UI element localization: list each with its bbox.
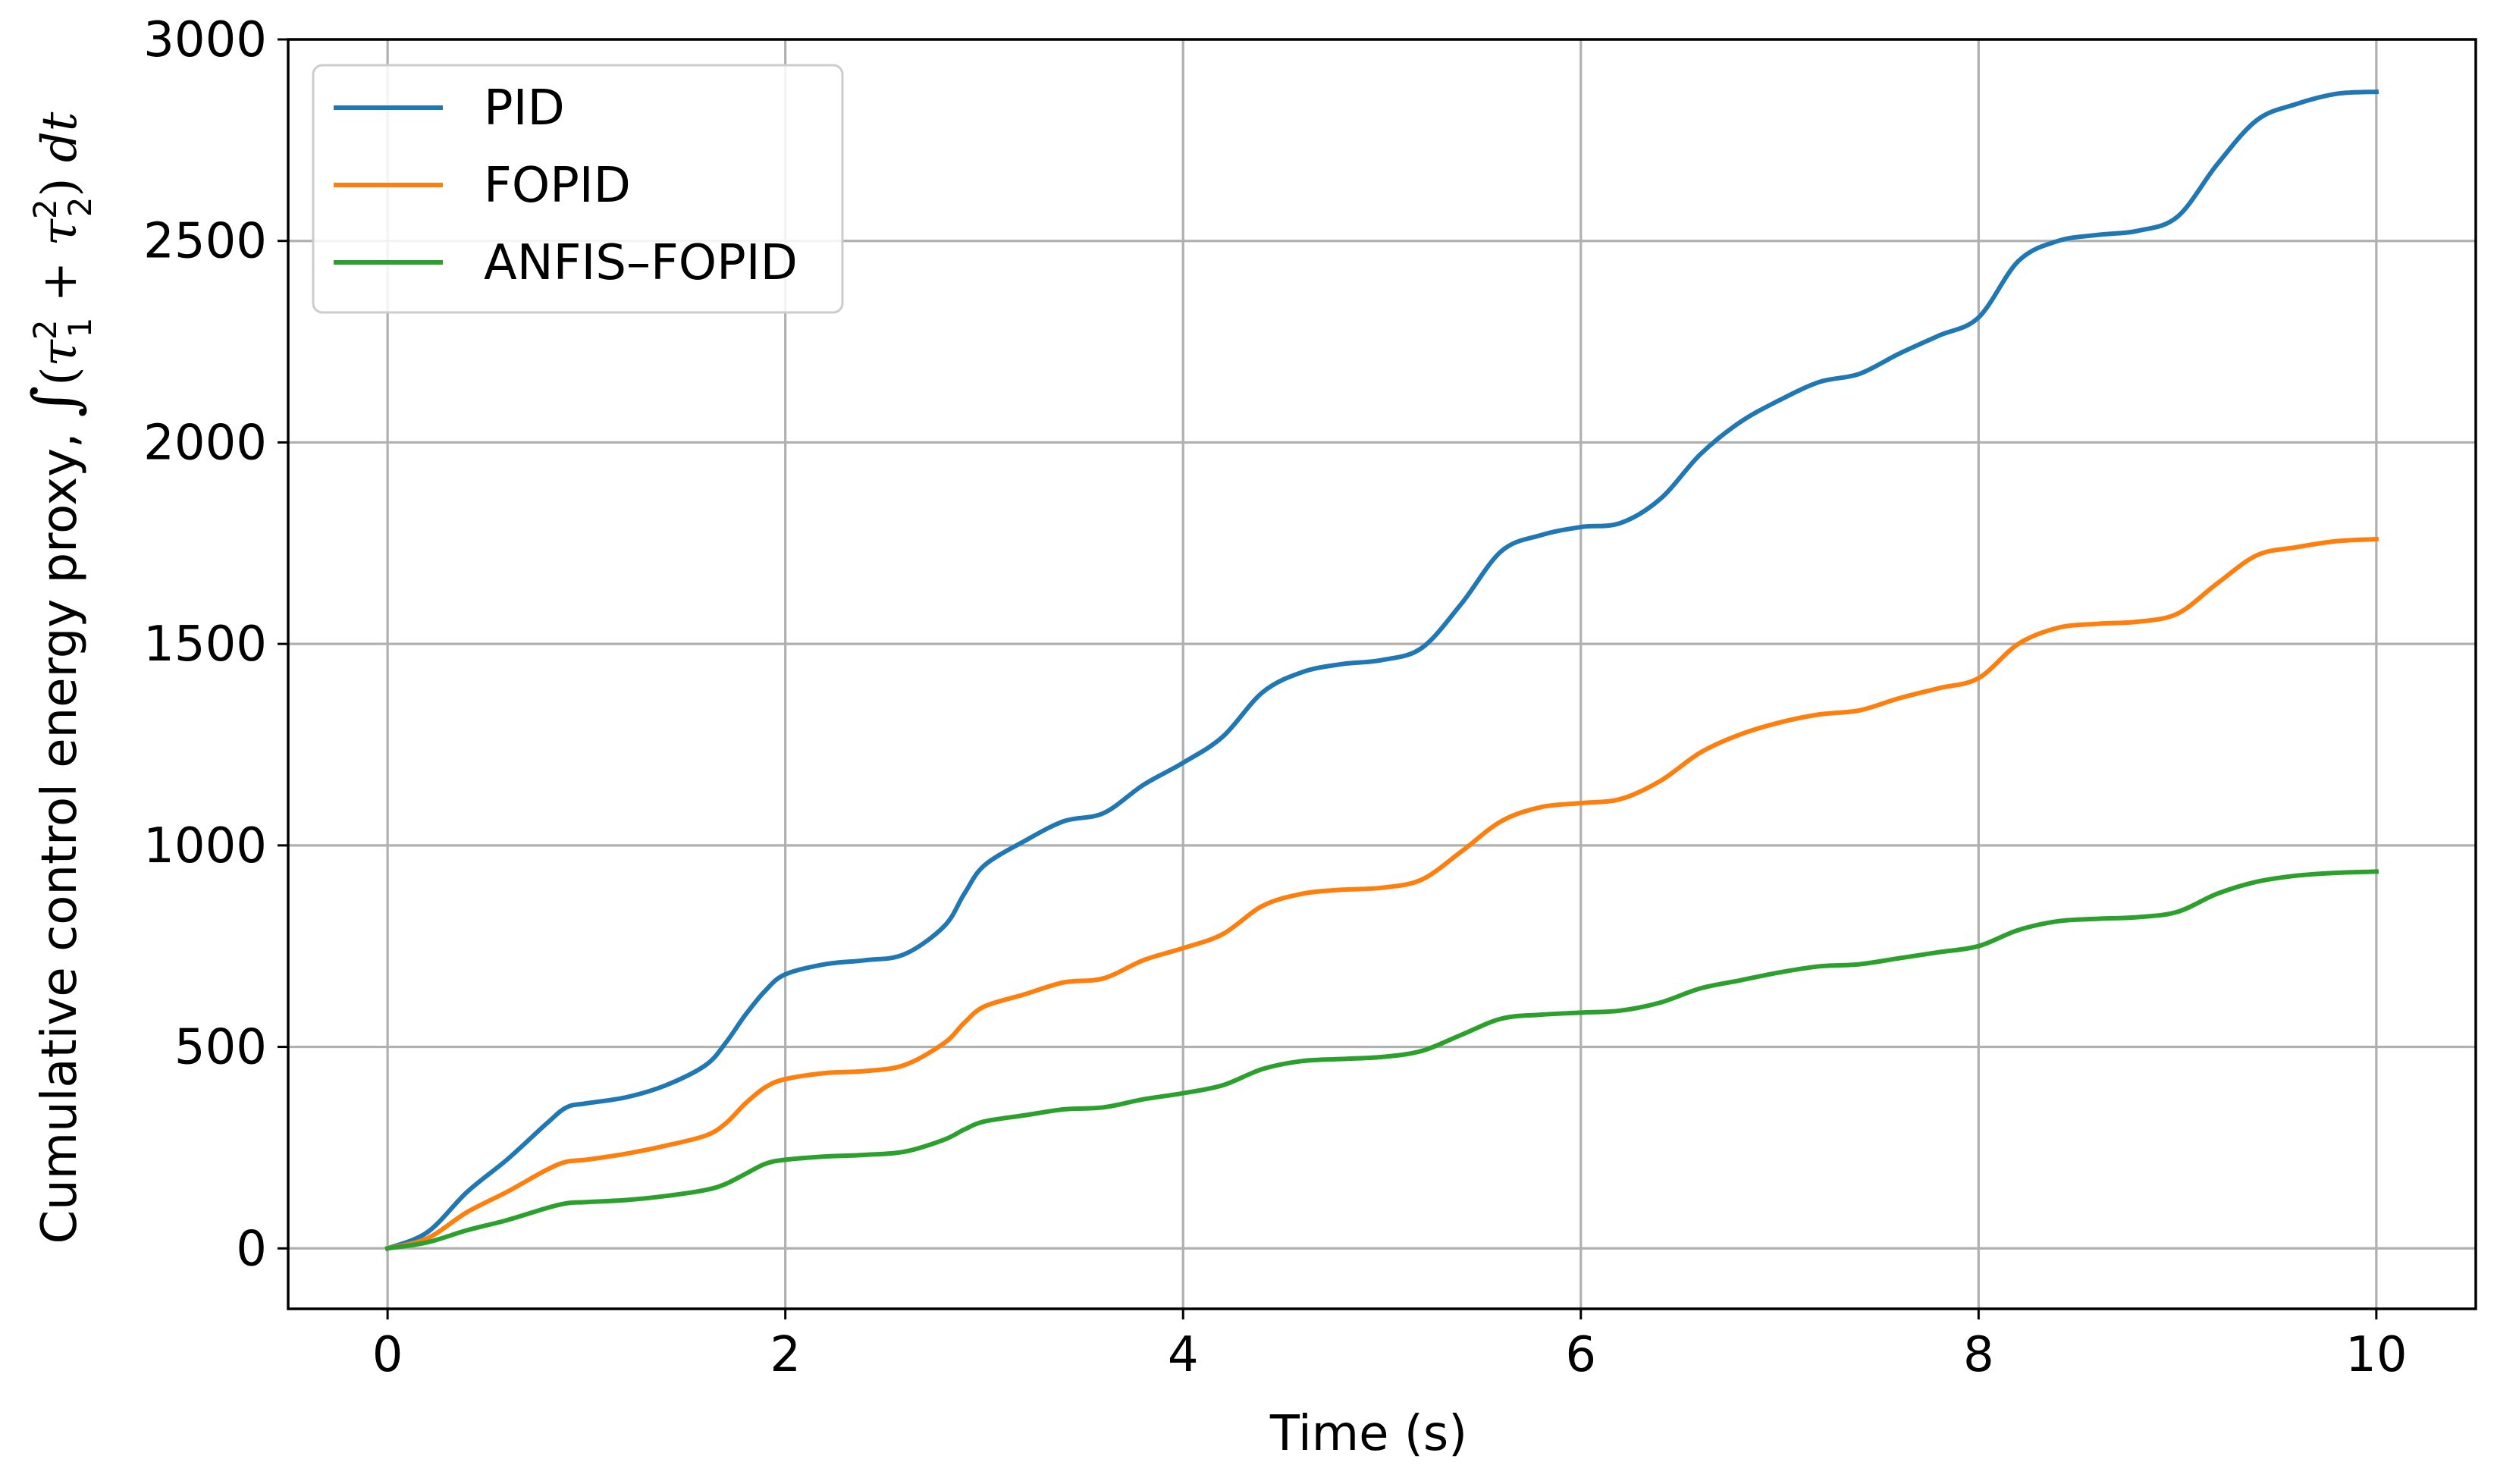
legend-label: PID (484, 80, 565, 136)
y-axis-label-tau2: τ (32, 218, 88, 246)
y-tick-label: 1500 (143, 617, 267, 673)
y-tick-label: 3000 (143, 12, 267, 68)
y-axis-label-tau2-sub: 2 (61, 196, 99, 217)
x-tick-label: 2 (770, 1327, 801, 1383)
y-axis-label-integral: ∫ (20, 386, 90, 418)
y-axis-label-prefix: Cumulative control energy proxy, (32, 417, 88, 1244)
y-axis-label: Cumulative control energy proxy, ∫(τ21 +… (20, 111, 99, 1244)
legend-box (312, 64, 844, 314)
y-tick-label: 500 (174, 1020, 267, 1076)
series-lines (384, 89, 2379, 1252)
y-axis-label-open-paren: ( (32, 367, 88, 386)
plot-frame (287, 38, 2477, 1310)
x-tick-label: 6 (1565, 1327, 1596, 1383)
y-axis-label-tau1-sub: 1 (61, 318, 99, 338)
y-axis-label-close-paren: ) (32, 162, 88, 196)
legend: PID FOPID ANFIS–FOPID (312, 64, 844, 314)
x-tick-label: 8 (1963, 1327, 1994, 1383)
y-axis-label-plus: + (32, 246, 88, 317)
x-tick-label: 4 (1168, 1327, 1199, 1383)
y-axis-label-tau1-sup: 2 (27, 319, 64, 340)
legend-label: FOPID (484, 158, 631, 214)
y-tick-label: 2500 (143, 214, 267, 270)
x-axis-label: Time (s) (1269, 1406, 1467, 1462)
legend-label: ANFIS–FOPID (484, 235, 798, 291)
y-tick-label: 0 (236, 1221, 267, 1277)
series-line-1 (384, 89, 2379, 1252)
grid-lines (288, 38, 2476, 1309)
y-tick-label: 2000 (143, 415, 267, 471)
y-tick-label: 1000 (143, 818, 267, 874)
series-line-3 (384, 869, 2379, 1251)
x-tick-label: 10 (2345, 1327, 2407, 1383)
y-axis-label-tau1: τ (32, 339, 88, 367)
y-axis-label-dt: dt (32, 111, 88, 162)
x-tick-label: 0 (372, 1327, 403, 1383)
y-axis-label-tau2-sup: 2 (27, 199, 64, 219)
legend-entries: PID FOPID ANFIS–FOPID (334, 80, 798, 291)
axis-ticks: 0 2 4 6 8 10 0 500 1000 1500 2000 2500 3000 (143, 12, 2407, 1383)
series-line-2 (384, 536, 2379, 1251)
